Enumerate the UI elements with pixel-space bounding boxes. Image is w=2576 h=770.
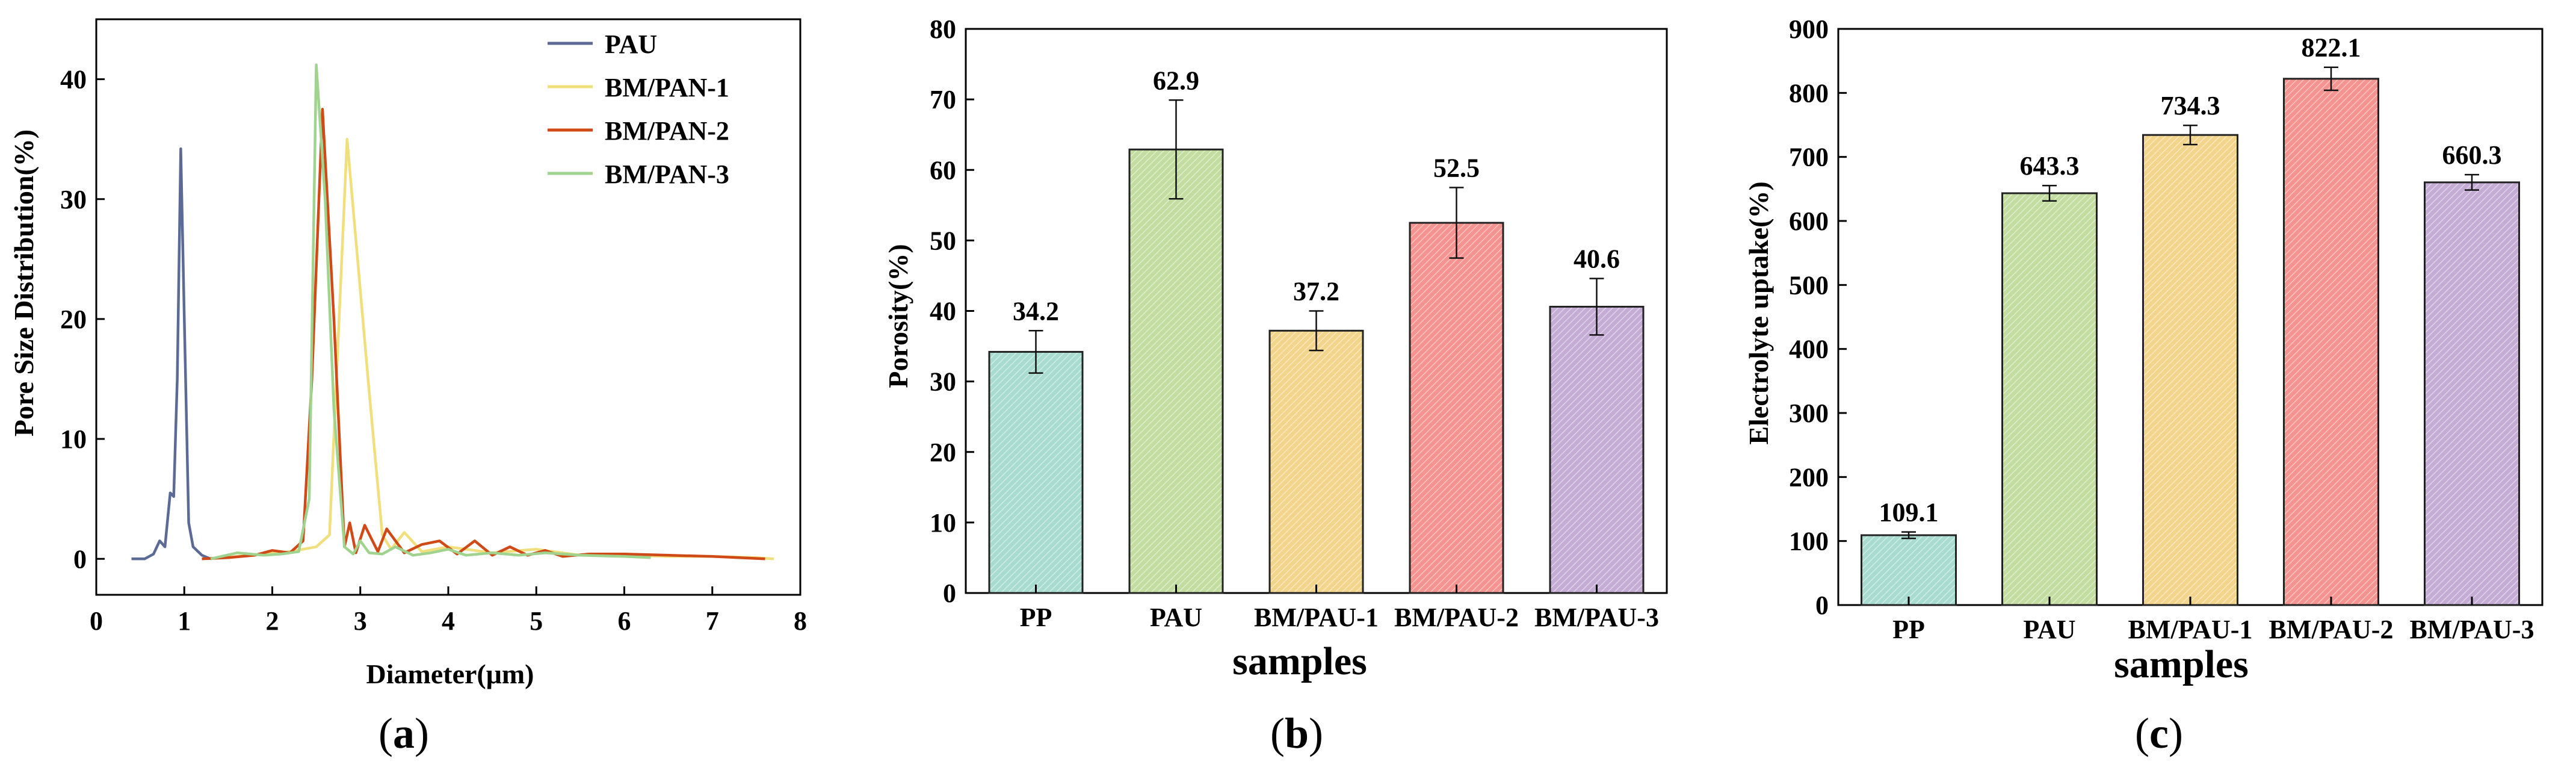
y-tick-label-b: 40 <box>930 297 956 326</box>
bar-bm-pau-3 <box>2424 181 2520 606</box>
pore-size-plot: 0 1 2 3 4 5 6 7 8 0 10 20 30 40 PAU BM/PAN-1 BM/PAN-2 BM/… <box>60 18 807 636</box>
panel-label-c: (c) <box>2135 709 2183 757</box>
data-label-pau: 62.9 <box>1153 66 1199 95</box>
x-tick-label-bm-pau-1: BM/PAU-1 <box>1254 603 1379 632</box>
x-tick-label-pp: PP <box>1892 615 1925 644</box>
data-label-bm-pau-3: 40.6 <box>1574 244 1620 274</box>
y-tick-label-c: 700 <box>1789 143 1829 172</box>
x-tick-label-a: 3 <box>354 606 367 636</box>
panel-label-a: (a) <box>378 709 429 757</box>
x-tick-label-pau: PAU <box>1150 603 1202 632</box>
y-tick-label-c: 400 <box>1789 335 1829 364</box>
y-tick-label-b: 70 <box>930 85 956 114</box>
xlabel-c: samples <box>2114 642 2249 686</box>
bar-pp <box>988 350 1084 594</box>
x-tick-label-bm-pau-2: BM/PAU-2 <box>2269 615 2394 644</box>
legend-label-bm-pan-1: BM/PAN-1 <box>605 73 729 102</box>
y-tick-label-c: 100 <box>1789 527 1829 556</box>
series-line-pau <box>131 147 211 560</box>
y-tick-label-b: 20 <box>930 438 956 467</box>
ylabel-c: Electrolyte uptake(%) <box>1743 181 1774 444</box>
series-line-bm-pan-1 <box>210 137 774 560</box>
panel-a: 0 1 2 3 4 5 6 7 8 0 10 20 30 40 PAU BM/PAN-1 BM/PAN-2 BM/… <box>8 18 807 757</box>
series-line-bm-pan-3 <box>210 63 651 560</box>
bar-pau <box>1128 148 1224 594</box>
xlabel-b: samples <box>1232 639 1367 683</box>
x-tick-label-a: 6 <box>618 606 631 636</box>
x-tick-label-bm-pau-3: BM/PAU-3 <box>1534 603 1659 632</box>
x-tick-label-bm-pau-1: BM/PAU-1 <box>2128 615 2253 644</box>
porosity-plot: 0 10 20 30 40 50 60 70 80 34.2 PP 62.9 PAU 37.2 BM/PAU… <box>930 14 1668 632</box>
x-tick-label-a: 1 <box>178 606 191 636</box>
bar-bm-pau-2 <box>2283 78 2379 606</box>
y-tick-label-a: 40 <box>60 65 87 95</box>
x-tick-label-bm-pau-3: BM/PAU-3 <box>2410 615 2534 644</box>
x-tick-label-pau: PAU <box>2023 615 2075 644</box>
y-tick-label-a: 30 <box>60 185 87 214</box>
data-label-bm-pau-3: 660.3 <box>2442 140 2502 170</box>
legend-label-bm-pan-2: BM/PAN-2 <box>605 116 729 146</box>
y-tick-label-c: 600 <box>1789 206 1829 236</box>
y-tick-label-b: 30 <box>930 367 956 397</box>
x-tick-label-pp: PP <box>1020 603 1052 632</box>
y-tick-label-a: 0 <box>73 544 87 574</box>
y-tick-label-c: 0 <box>1815 591 1829 620</box>
y-tick-label-c: 300 <box>1789 399 1829 428</box>
xlabel-a: Diameter(μm) <box>366 659 534 689</box>
legend-label-bm-pan-3: BM/PAN-3 <box>605 160 729 189</box>
data-label-pp: 34.2 <box>1013 296 1059 326</box>
y-tick-label-b: 50 <box>930 226 956 255</box>
x-tick-label-a: 7 <box>706 606 719 636</box>
y-tick-label-c: 200 <box>1789 462 1829 492</box>
y-tick-label-a: 10 <box>60 424 87 454</box>
y-tick-label-a: 20 <box>60 305 87 334</box>
data-label-bm-pau-1: 734.3 <box>2161 91 2220 120</box>
bar-bm-pau-2 <box>1409 222 1504 594</box>
bar-pp <box>1861 534 1957 606</box>
y-tick-label-c: 800 <box>1789 78 1829 108</box>
x-tick-label-a: 4 <box>442 606 455 636</box>
panel-label-b: (b) <box>1270 709 1323 757</box>
y-tick-label-b: 0 <box>943 579 956 608</box>
bar-bm-pau-1 <box>1268 329 1364 594</box>
bar-bm-pau-1 <box>2142 134 2238 606</box>
x-tick-label-a: 8 <box>794 606 807 636</box>
y-tick-label-b: 10 <box>930 508 956 538</box>
x-tick-label-bm-pau-2: BM/PAU-2 <box>1394 603 1519 632</box>
plot-frame-a <box>95 18 802 596</box>
y-tick-label-c: 500 <box>1789 270 1829 300</box>
bar-bm-pau-3 <box>1549 305 1645 594</box>
bar-pau <box>2001 192 2098 606</box>
x-tick-label-a: 5 <box>530 606 543 636</box>
data-label-pau: 643.3 <box>2020 151 2080 181</box>
panel-b: 0 10 20 30 40 50 60 70 80 34.2 PP 62.9 PAU 37.2 BM/PAU… <box>883 14 1668 757</box>
panel-c: 0 100 200 300 400 500 600 700 800 900 109.1 PP 643.3… <box>1743 14 2544 757</box>
electrolyte-uptake-plot: 0 100 200 300 400 500 600 700 800 900 109.1 PP 643.3… <box>1789 14 2544 644</box>
x-tick-label-a: 0 <box>90 606 103 636</box>
x-tick-label-a: 2 <box>266 606 279 636</box>
data-label-pp: 109.1 <box>1879 498 1939 527</box>
y-tick-label-b: 60 <box>930 155 956 185</box>
legend-label-pau: PAU <box>605 29 657 59</box>
data-label-bm-pau-2: 52.5 <box>1433 154 1480 183</box>
ylabel-a: Pore Size Distribution(%) <box>8 129 39 436</box>
y-tick-label-b: 80 <box>930 14 956 44</box>
y-tick-label-c: 900 <box>1789 14 1829 44</box>
data-label-bm-pau-1: 37.2 <box>1293 277 1339 306</box>
ylabel-b: Porosity(%) <box>883 244 913 388</box>
data-label-bm-pau-2: 822.1 <box>2302 33 2361 63</box>
